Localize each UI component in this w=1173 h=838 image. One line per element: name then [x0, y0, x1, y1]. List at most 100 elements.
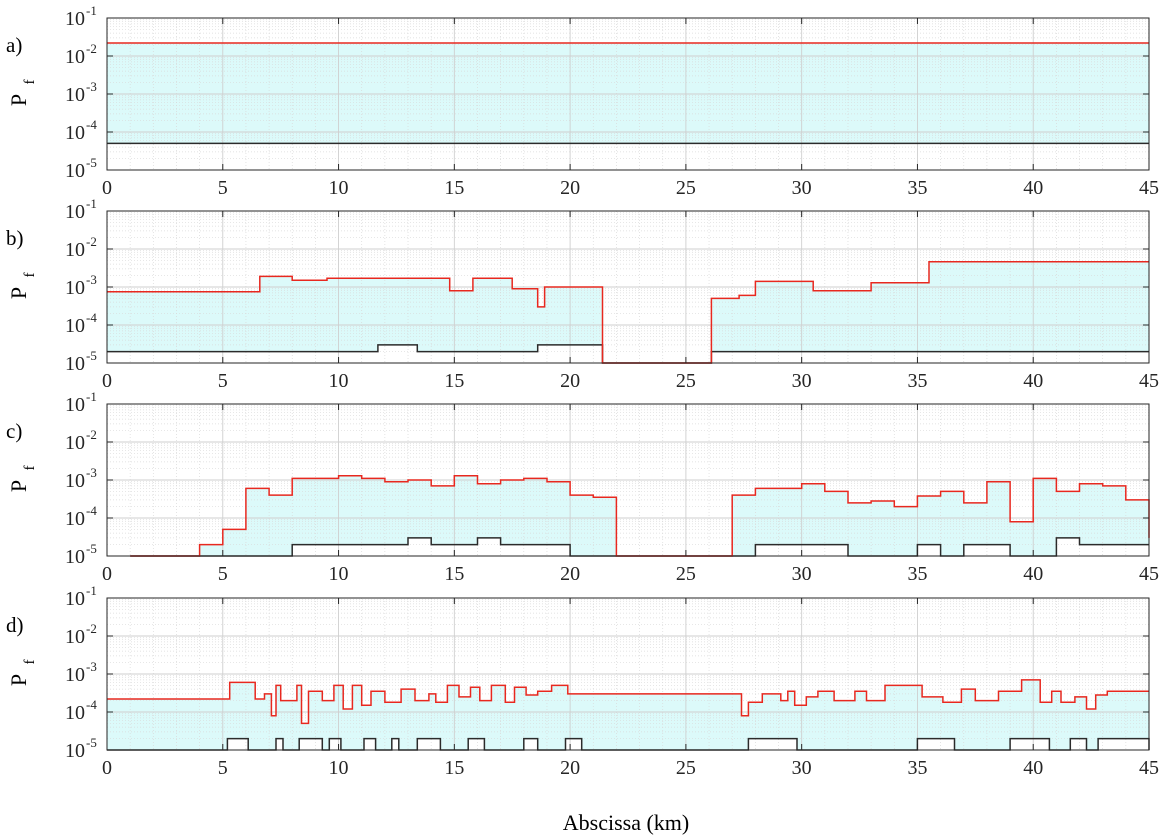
y-tick-exponent: -2: [86, 234, 97, 249]
x-axis-label: Abscissa (km): [563, 810, 689, 835]
confidence-band-fill: [130, 475, 1149, 556]
y-tick-label: 10: [65, 353, 85, 375]
x-tick-label: 20: [560, 370, 580, 392]
y-tick-exponent: -5: [86, 541, 97, 556]
y-tick-label: 10: [65, 315, 85, 337]
y-axis-label: P: [6, 287, 31, 299]
panel-label: c): [6, 419, 22, 443]
y-tick-label: 10: [65, 46, 85, 68]
x-tick-label: 20: [560, 563, 580, 585]
x-tick-label: 0: [102, 757, 112, 779]
x-tick-label: 5: [218, 563, 228, 585]
y-tick-exponent: -3: [86, 272, 97, 287]
x-tick-label: 40: [1023, 177, 1043, 199]
y-tick-label: 10: [65, 740, 85, 762]
x-tick-label: 15: [444, 757, 464, 779]
y-axis-label-subscript: f: [22, 466, 38, 471]
y-tick-label: 10: [65, 201, 85, 223]
x-tick-label: 5: [218, 177, 228, 199]
y-axis-label: P: [6, 94, 31, 106]
x-tick-label: 10: [329, 370, 349, 392]
y-axis-label-subscript: f: [22, 80, 38, 85]
panel-label: a): [6, 33, 22, 57]
x-tick-label: 30: [792, 177, 812, 199]
y-tick-label: 10: [65, 626, 85, 648]
confidence-band-fill: [107, 679, 1149, 750]
y-tick-label: 10: [65, 546, 85, 568]
x-tick-label: 40: [1023, 370, 1043, 392]
x-tick-label: 45: [1139, 370, 1159, 392]
y-tick-exponent: -2: [86, 621, 97, 636]
x-tick-label: 40: [1023, 757, 1043, 779]
x-tick-label: 35: [907, 563, 927, 585]
x-tick-label: 40: [1023, 563, 1043, 585]
x-tick-label: 25: [676, 370, 696, 392]
y-tick-exponent: -4: [86, 503, 97, 518]
x-tick-label: 15: [444, 177, 464, 199]
y-tick-exponent: -2: [86, 427, 97, 442]
y-tick-label: 10: [65, 470, 85, 492]
y-tick-exponent: -5: [86, 155, 97, 170]
y-tick-label: 10: [65, 8, 85, 30]
panel-label: b): [6, 226, 24, 250]
series-line-lower: [107, 737, 1150, 751]
series-line-upper: [107, 679, 1149, 725]
y-tick-exponent: -3: [86, 465, 97, 480]
x-tick-label: 0: [102, 177, 112, 199]
y-axis-label-subscript: f: [22, 660, 38, 665]
y-tick-label: 10: [65, 702, 85, 724]
x-tick-label: 10: [329, 757, 349, 779]
x-tick-label: 35: [907, 757, 927, 779]
x-tick-label: 10: [329, 177, 349, 199]
y-tick-label: 10: [65, 508, 85, 530]
y-tick-label: 10: [65, 432, 85, 454]
confidence-band-fill: [107, 43, 1149, 144]
y-tick-label: 10: [65, 239, 85, 261]
y-axis-label: P: [6, 480, 31, 492]
x-tick-label: 35: [907, 177, 927, 199]
x-tick-label: 30: [792, 563, 812, 585]
y-tick-label: 10: [65, 160, 85, 182]
y-tick-exponent: -1: [86, 3, 97, 18]
y-tick-exponent: -5: [86, 735, 97, 750]
y-tick-exponent: -1: [86, 389, 97, 404]
y-tick-exponent: -4: [86, 697, 97, 712]
y-tick-label: 10: [65, 277, 85, 299]
x-tick-label: 20: [560, 757, 580, 779]
y-tick-label: 10: [65, 664, 85, 686]
y-tick-exponent: -2: [86, 41, 97, 56]
x-tick-label: 25: [676, 563, 696, 585]
x-tick-label: 25: [676, 757, 696, 779]
panel-label: d): [6, 613, 24, 637]
x-tick-label: 45: [1139, 563, 1159, 585]
y-axis-label: P: [6, 674, 31, 686]
y-tick-exponent: -3: [86, 659, 97, 674]
x-tick-label: 5: [218, 370, 228, 392]
y-tick-exponent: -3: [86, 79, 97, 94]
y-tick-exponent: -1: [86, 196, 97, 211]
y-axis-label-subscript: f: [22, 273, 38, 278]
x-tick-label: 30: [792, 370, 812, 392]
x-tick-label: 20: [560, 177, 580, 199]
x-tick-label: 25: [676, 177, 696, 199]
x-tick-label: 45: [1139, 177, 1159, 199]
x-tick-label: 45: [1139, 757, 1159, 779]
y-tick-exponent: -1: [86, 583, 97, 598]
x-tick-label: 0: [102, 370, 112, 392]
y-tick-label: 10: [65, 588, 85, 610]
x-tick-label: 0: [102, 563, 112, 585]
x-tick-label: 10: [329, 563, 349, 585]
y-tick-exponent: -4: [86, 117, 97, 132]
x-tick-label: 15: [444, 563, 464, 585]
y-tick-label: 10: [65, 84, 85, 106]
series-line-upper: [107, 261, 1149, 364]
x-tick-label: 15: [444, 370, 464, 392]
x-tick-label: 5: [218, 757, 228, 779]
y-tick-exponent: -5: [86, 348, 97, 363]
